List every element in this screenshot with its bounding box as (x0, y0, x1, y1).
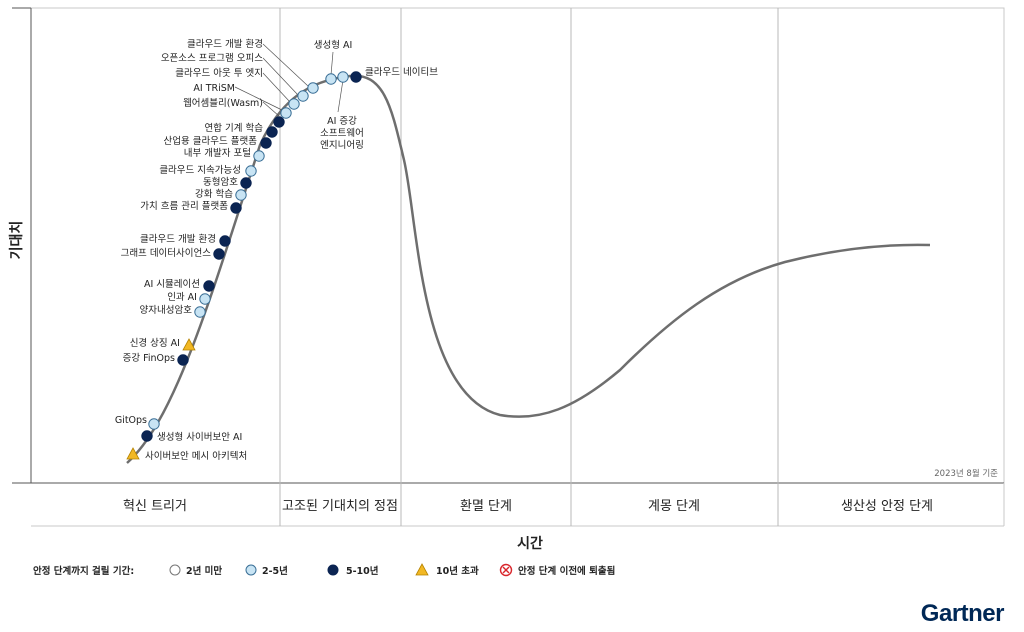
technology-label: 인과 AI (167, 292, 197, 303)
technology-label: 산업용 클라우드 플랫폼 (164, 135, 258, 147)
technology-marker (177, 354, 189, 366)
technology-label: AI TRiSM (193, 83, 235, 94)
technology-marker (307, 82, 319, 94)
technology-label: AI 시뮬레이션 (144, 279, 200, 290)
legend-swatch-lt2 (169, 564, 181, 576)
technology-marker (297, 90, 309, 102)
leader-line (330, 51, 334, 76)
technology-marker (213, 248, 225, 260)
hype-cycle-curve (126, 74, 931, 464)
legend-title: 안정 단계까지 걸릴 기간: (33, 565, 134, 577)
plot-area-frame (30, 7, 1005, 484)
technology-label: 연합 기계 학습 (205, 122, 264, 134)
y-axis-title: 기대치 (9, 221, 25, 260)
technology-marker (230, 202, 242, 214)
technology-label: 양자내성암호 (140, 304, 193, 316)
legend-label-gt10: 10년 초과 (436, 565, 479, 577)
phase-label-trough: 환멸 단계 (460, 499, 512, 514)
phase-label-peak: 고조된 기대치의 정점 (282, 499, 398, 514)
technology-marker (337, 71, 349, 83)
technology-marker (260, 137, 272, 149)
technology-marker (253, 150, 265, 162)
technology-label: 동형암호 (203, 176, 238, 188)
leader-line (337, 79, 344, 113)
technology-label: 웹어셈블리(Wasm) (183, 98, 263, 109)
technology-marker (288, 98, 300, 110)
technology-label: GitOps (115, 415, 147, 426)
leader-lines (234, 43, 344, 117)
legend-label-lt2: 2년 미만 (186, 565, 222, 577)
technology-marker (219, 235, 231, 247)
legend-swatch-obsolete (499, 563, 513, 577)
legend-label-5to10: 5-10년 (346, 565, 379, 577)
phase-label-slope: 계몽 단계 (648, 499, 700, 514)
technology-label: AI 증강 소프트웨어 엔지니어링 (320, 116, 364, 151)
leader-line (262, 43, 309, 87)
legend-label-2to5: 2-5년 (262, 565, 288, 577)
legend-label-obsolete: 안정 단계 이전에 퇴출됨 (518, 565, 615, 577)
leader-line (262, 101, 280, 117)
technology-label: 클라우드 네이티브 (365, 67, 438, 78)
legend-swatch-5to10 (327, 564, 339, 576)
technology-marker (350, 71, 362, 83)
as-of-note: 2023년 8월 기준 (934, 468, 998, 479)
legend: 안정 단계까지 걸릴 기간: 2년 미만 2-5년 5-10년 10년 초과 안… (33, 563, 615, 577)
phase-label-plateau: 생산성 안정 단계 (841, 499, 933, 514)
leader-line (262, 57, 299, 96)
technology-label: 신경 상징 AI (130, 337, 180, 349)
technology-marker (325, 73, 337, 85)
leader-line (262, 72, 291, 103)
technology-label: 가치 흐름 관리 플랫폼 (140, 200, 228, 212)
technology-markers (126, 71, 362, 460)
technology-marker (235, 189, 247, 201)
technology-marker (182, 338, 196, 351)
technology-marker (203, 280, 215, 292)
technology-marker (126, 447, 140, 460)
technology-marker (266, 126, 278, 138)
technology-labels: 사이버보안 메시 아키텍처 생성형 사이버보안 AI GitOps 증강 FinOps… (115, 38, 438, 462)
legend-swatch-gt10 (415, 563, 429, 576)
technology-label: 증강 FinOps (123, 353, 175, 364)
phase-dividers (279, 8, 779, 526)
technology-label: 클라우드 개발 환경 (140, 233, 216, 245)
technology-label: 내부 개발자 포털 (184, 147, 251, 159)
technology-marker (148, 418, 160, 430)
x-axis-title: 시간 (517, 535, 543, 552)
technology-marker (194, 306, 206, 318)
technology-label: 클라우드 개발 환경 (187, 38, 263, 50)
technology-label: 사이버보안 메시 아키텍처 (145, 450, 247, 462)
technology-label: 생성형 사이버보안 AI (157, 432, 242, 443)
phase-label-innovation-trigger: 혁신 트리거 (123, 499, 187, 514)
technology-marker (141, 430, 153, 442)
gartner-logo: Gartner (921, 600, 1004, 627)
phase-labels: 혁신 트리거 고조된 기대치의 정점 환멸 단계 계몽 단계 생산성 안정 단계 (123, 499, 933, 514)
technology-marker (280, 107, 292, 119)
technology-label: 강화 학습 (195, 189, 233, 200)
technology-label: 클라우드 지속가능성 (159, 165, 241, 176)
technology-marker (273, 116, 285, 128)
technology-marker (199, 293, 211, 305)
technology-label: 그래프 데이터사이언스 (121, 247, 212, 259)
technology-label: 오픈소스 프로그램 오피스 (161, 52, 263, 64)
technology-marker (240, 177, 252, 189)
legend-swatch-2to5 (245, 564, 257, 576)
technology-label: 클라우드 아웃 투 엣지 (175, 68, 263, 79)
leader-line (234, 86, 285, 112)
technology-label: 생성형 AI (314, 40, 353, 51)
technology-marker (245, 165, 257, 177)
